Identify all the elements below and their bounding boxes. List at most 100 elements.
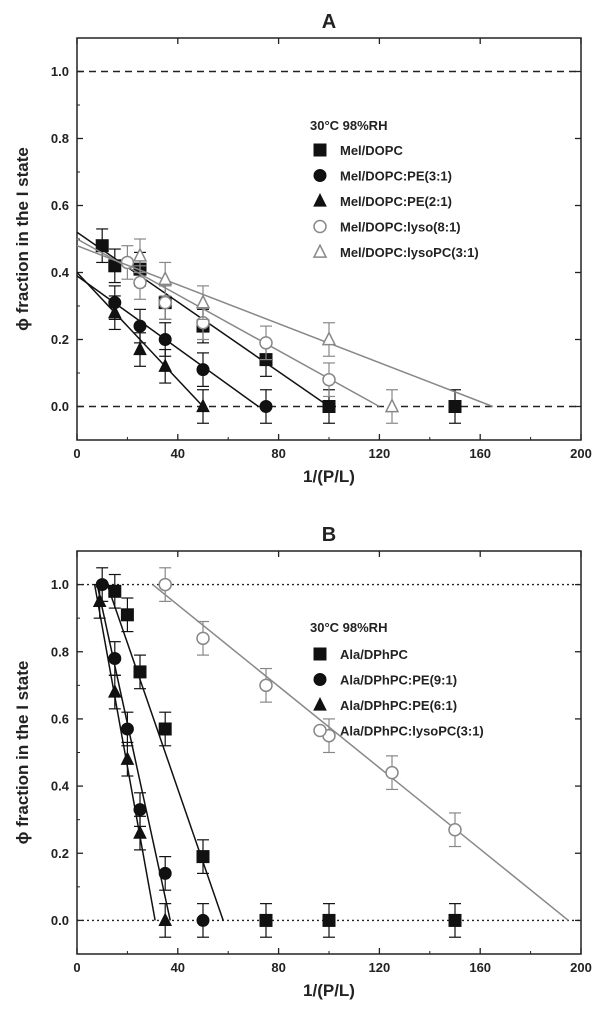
panel-a-series-4-point	[157, 270, 173, 286]
panel-b-series-1-fit-line	[96, 584, 171, 921]
panel-a-y-tick-label: 0.0	[51, 399, 69, 414]
panel-a-series-4-point	[321, 330, 337, 346]
panel-b: B 0 40 80 120 160 200 0.0 0.2 0.4 0.6 0.8 1.0 1/(P/L)…	[13, 524, 592, 1000]
panel-b-series-0-point	[259, 913, 273, 927]
panel-b-series-1-point	[196, 913, 210, 927]
panel-b-series-0-point	[322, 913, 336, 927]
panel-b-series-0	[106, 573, 462, 938]
panel-b-series-2	[92, 583, 173, 938]
panel-a-series-3-point	[158, 295, 172, 310]
panel-b-series-0-point	[120, 608, 134, 622]
panel-a-legend-condition: 30°C 98%RH	[310, 118, 387, 133]
panel-a-legend-marker-0	[313, 143, 327, 157]
panel-b-series-3-point	[158, 577, 172, 592]
panel-a-legend-label-1: Mel/DOPC:PE(3:1)	[340, 169, 452, 184]
panel-a-y-axis-title: ϕ fraction in the I state	[13, 147, 32, 331]
panel-b-series-3-point	[196, 631, 210, 646]
panel-a-series-4-point	[384, 397, 400, 413]
panel-a-x-tick-label: 80	[271, 446, 285, 461]
panel-b-legend-marker-0	[313, 647, 327, 661]
panel-b-x-axis-title: 1/(P/L)	[303, 981, 355, 1000]
panel-b-y-tick-label: 0.2	[51, 846, 69, 861]
panel-a-series-3-point	[259, 336, 273, 350]
panel-b-series-0-point	[448, 913, 462, 927]
panel-a-legend: 30°C 98%RH Mel/DOPC Mel/DOPC:PE(3:1) Mel/DO…	[310, 118, 479, 260]
panel-b-series-3-point	[385, 765, 399, 780]
panel-a-series-2-point	[107, 304, 122, 319]
panel-a-series-4-point	[195, 294, 211, 309]
panel-a-x-axis-title: 1/(P/L)	[303, 467, 355, 486]
panel-b-y-tick-label: 0.8	[51, 644, 69, 659]
panel-a-x-tick-label: 40	[171, 446, 185, 461]
panel-a-y-tick-label: 1.0	[51, 64, 69, 79]
panel-b-legend-condition: 30°C 98%RH	[310, 620, 387, 635]
panel-a-legend-marker-1	[313, 169, 327, 182]
panel-a-series-1-point	[259, 400, 273, 413]
panel-a-series-2-point	[158, 358, 173, 372]
panel-a-series-2	[76, 271, 210, 424]
panel-a-legend-marker-2	[313, 193, 327, 207]
panel-b-series-3	[152, 567, 569, 922]
panel-a-series-0-point	[322, 400, 336, 413]
panel-a-series-1-point	[196, 363, 210, 377]
panel-b-series-1	[95, 567, 210, 938]
panel-b-y-tick-label: 0.4	[51, 779, 70, 794]
panel-a-legend-label-2: Mel/DOPC:PE(2:1)	[340, 194, 452, 209]
panel-b-series-1-point	[108, 651, 122, 665]
panel-a: A 0 40 80 120 160 200 0.0 0.2 0.4 0.6 0.8 1.0 1/(P/L)…	[13, 11, 592, 486]
panel-a-y-tick-label: 0.8	[51, 131, 69, 146]
panel-b-x-tick-label: 0	[73, 960, 80, 975]
panel-a-series-4-fit-line	[76, 245, 494, 408]
panel-a-series-3-point	[133, 275, 147, 290]
panel-b-series-1-point	[120, 722, 134, 736]
panel-b-series-2-point	[158, 912, 173, 927]
panel-b-x-tick-label: 40	[171, 960, 185, 975]
panel-b-series-0-point	[196, 850, 210, 864]
panel-b-x-tick-label: 120	[369, 960, 391, 975]
panel-b-series-2-point	[133, 825, 147, 839]
panel-b-legend: 30°C 98%RH Ala/DPhPC Ala/DPhPC:PE(9:1) Ala/…	[310, 620, 484, 739]
panel-a-series-4	[76, 238, 494, 424]
panel-b-series-2-point	[92, 593, 107, 608]
panel-b-series-0-point	[158, 722, 172, 736]
panel-a-series-3-point	[322, 372, 336, 387]
panel-b-series-1-point	[133, 803, 147, 817]
panel-b-series-2-fit-line	[93, 584, 156, 921]
panel-b-y-axis-title: ϕ fraction in the I state	[13, 661, 32, 845]
panel-b-legend-label-1: Ala/DPhPC:PE(9:1)	[340, 673, 457, 688]
panel-a-x-tick-label: 200	[570, 446, 592, 461]
panel-b-title: B	[322, 524, 336, 546]
panel-b-x-tick-label: 160	[469, 960, 491, 975]
panel-a-title: A	[322, 11, 336, 33]
panel-b-series-3-point	[448, 822, 462, 837]
panel-a-series-0-point	[448, 400, 462, 413]
panel-a-x-tick-label: 0	[73, 446, 80, 461]
panel-b-legend-label-0: Ala/DPhPC	[340, 647, 409, 662]
panel-b-series-1-point	[158, 866, 172, 880]
panel-a-x-tick-label: 120	[369, 446, 391, 461]
panel-a-legend-label-3: Mel/DOPC:lyso(8:1)	[340, 220, 461, 235]
panel-b-series-2-point	[120, 751, 135, 765]
panel-a-series-4-point	[132, 247, 148, 262]
panel-b-y-tick-label: 1.0	[51, 577, 69, 592]
panel-b-x-tick-label: 200	[570, 960, 592, 975]
panel-a-y-tick-label: 0.6	[51, 198, 69, 213]
panel-a-series-2-point	[196, 398, 210, 413]
panel-b-series-3-point	[259, 678, 273, 693]
panel-a-legend-label-4: Mel/DOPC:lysoPC(3:1)	[340, 245, 479, 260]
panel-a-series-1	[76, 275, 273, 424]
panel-a-series-1-point	[158, 333, 172, 346]
panel-a-legend-label-0: Mel/DOPC	[340, 143, 403, 158]
panel-b-series-3-fit-line	[152, 583, 569, 922]
panel-b-series-0-fit-line	[106, 584, 224, 921]
panel-b-y-tick-label: 0.6	[51, 711, 69, 726]
panel-b-x-tick-label: 80	[271, 960, 285, 975]
panel-b-legend-marker-1	[313, 673, 327, 686]
panel-a-legend-marker-4	[312, 243, 328, 258]
panel-b-legend-label-2: Ala/DPhPC:PE(6:1)	[340, 698, 457, 713]
panel-a-series-2-point	[133, 341, 147, 356]
panel-b-series-0-point	[133, 665, 147, 679]
panel-b-y-tick-label: 0.0	[51, 913, 69, 928]
panel-b-series-0-point	[108, 584, 122, 598]
panel-b-series-2-point	[107, 684, 122, 698]
